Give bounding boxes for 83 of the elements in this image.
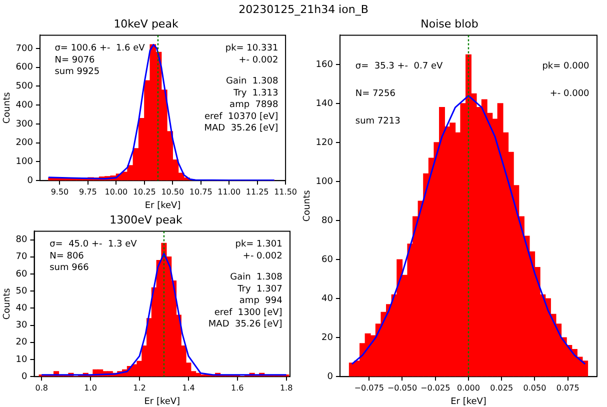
x-axis-title: Er [keV] [144, 200, 181, 211]
y-tick-label: 30 [16, 320, 28, 331]
y-axis-title: Counts [2, 92, 13, 124]
x-tick-label: 1.4 [182, 383, 195, 392]
y-tick-label: 400 [16, 100, 34, 110]
y-tick-label: 100 [16, 157, 34, 168]
annotation: σ= 35.3 +- 0.7 eV [355, 61, 444, 72]
y-tick-label: 80 [322, 216, 334, 226]
chart-title: 1300eV peak [110, 213, 183, 226]
x-tick-label: 1.6 [231, 383, 244, 392]
annotation: MAD 35.26 [eV] [204, 124, 278, 134]
x-tick-label: 11.00 [218, 187, 241, 196]
y-tick-label: 0 [22, 372, 28, 382]
annotation: Gain 1.308 [230, 272, 283, 283]
y-tick-label: 20 [16, 338, 28, 348]
annotation: N= 806 [50, 251, 84, 262]
annotation: N= 7256 [355, 88, 396, 99]
annotation: Try 1.313 [232, 88, 278, 98]
y-tick-label: 160 [316, 60, 334, 70]
x-tick-label: 10.25 [132, 187, 156, 196]
annotation: σ= 45.0 +- 1.3 eV [50, 240, 138, 250]
x-tick-label: 10.50 [161, 187, 184, 196]
y-tick-label: 600 [16, 62, 34, 73]
x-tick-label: 10.75 [189, 187, 212, 196]
x-tick-label: 1.8 [280, 383, 293, 392]
y-axis-title: Counts [302, 190, 313, 222]
annotation: eref 1300 [eV] [214, 308, 282, 318]
annotation: eref 10370 [eV] [204, 112, 278, 122]
y-axis-title: Counts [2, 288, 13, 320]
y-tick-label: 100 [316, 176, 334, 187]
y-tick-label: 40 [322, 294, 334, 304]
x-axis-title: Er [keV] [450, 396, 486, 407]
annotation: +- 0.002 [242, 251, 282, 262]
y-tick-label: 50 [16, 286, 28, 296]
y-tick-label: 700 [16, 44, 34, 54]
x-tick-label: 0.8 [35, 383, 48, 392]
annotation: N= 9076 [54, 55, 96, 66]
annotation: amp 7898 [230, 100, 278, 110]
x-tick-label: 0.075 [556, 383, 580, 392]
annotation: amp 994 [239, 296, 283, 306]
y-tick-label: 0 [327, 372, 334, 382]
y-tick-label: 80 [16, 235, 28, 246]
y-tick-label: 10 [16, 354, 28, 365]
annotation: pk= 10.331 [225, 44, 278, 54]
x-tick-label: 9.75 [79, 187, 97, 196]
x-tick-label: −0.050 [387, 383, 418, 392]
annotation: σ= 100.6 +- 1.6 eV [54, 44, 146, 54]
y-tick-label: 300 [16, 119, 34, 130]
chart-title: Noise blob [420, 17, 478, 30]
annotation: +- 0.000 [550, 88, 590, 99]
x-tick-label: 1.2 [133, 383, 146, 392]
x-tick-label: 0.050 [523, 383, 546, 392]
y-tick-label: 60 [16, 269, 28, 280]
annotation: Try 1.307 [236, 284, 282, 294]
y-tick-label: 40 [16, 304, 28, 314]
y-tick-label: 140 [316, 98, 334, 109]
x-tick-label: −0.075 [354, 383, 384, 392]
y-tick-label: 70 [16, 252, 28, 262]
annotation: sum 7213 [355, 116, 400, 127]
x-tick-label: 9.50 [50, 187, 69, 196]
annotation: pk= 1.301 [235, 240, 282, 250]
x-tick-label: 0.025 [490, 383, 514, 392]
y-tick-label: 500 [16, 82, 34, 92]
annotation: +- 0.002 [238, 55, 278, 66]
y-tick-label: 200 [16, 138, 34, 148]
y-tick-label: 60 [322, 254, 334, 265]
x-tick-label: 10.00 [104, 187, 128, 196]
x-tick-label: 1.0 [84, 383, 97, 392]
y-tick-label: 0 [27, 176, 34, 186]
y-tick-label: 20 [322, 332, 334, 343]
x-tick-label: −0.025 [420, 383, 450, 392]
x-tick-label: 0.000 [457, 383, 480, 392]
x-axis-title: Er [keV] [144, 396, 180, 407]
annotation: pk= 0.000 [542, 61, 590, 72]
annotation: MAD 35.26 [eV] [208, 320, 282, 330]
annotation: sum 966 [50, 263, 90, 274]
x-tick-label: 11.50 [274, 187, 297, 196]
annotation: Gain 1.308 [226, 76, 278, 87]
x-tick-label: 11.25 [246, 187, 269, 196]
annotation: sum 9925 [54, 67, 100, 78]
chart-title: 20230125_21h34 ion_B [238, 3, 370, 16]
y-tick-label: 120 [316, 138, 334, 148]
chart-subtitle: 10keV peak [114, 17, 179, 30]
